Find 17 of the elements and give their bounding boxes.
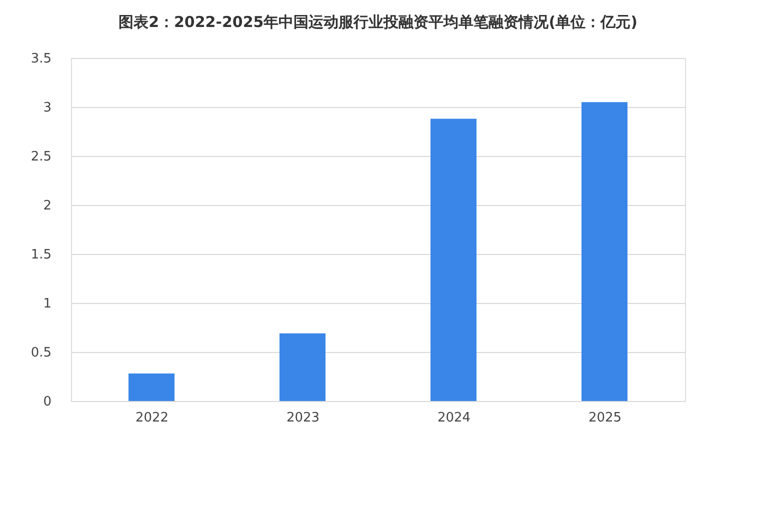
- y-tick-label: 3: [43, 100, 52, 116]
- bar: [128, 374, 174, 401]
- chart-title: 图表2：2022-2025年中国运动服行业投融资平均单笔融资情况(单位：亿元): [118, 13, 638, 31]
- y-tick-label: 0: [43, 394, 52, 410]
- y-tick-label: 1.5: [30, 248, 52, 262]
- x-tick-label: 2023: [286, 410, 320, 426]
- y-tick-label: 3.5: [30, 52, 52, 66]
- bar: [280, 333, 326, 401]
- bar: [430, 118, 476, 401]
- bar: [582, 102, 628, 401]
- y-tick-label: 0.5: [30, 346, 52, 360]
- y-tick-label: 2: [43, 198, 52, 214]
- y-tick-label: 2.5: [30, 150, 52, 164]
- x-tick-label: 2022: [135, 410, 169, 426]
- y-tick-label: 1: [43, 296, 52, 312]
- x-tick-label: 2025: [588, 410, 622, 426]
- x-tick-label: 2024: [437, 410, 471, 426]
